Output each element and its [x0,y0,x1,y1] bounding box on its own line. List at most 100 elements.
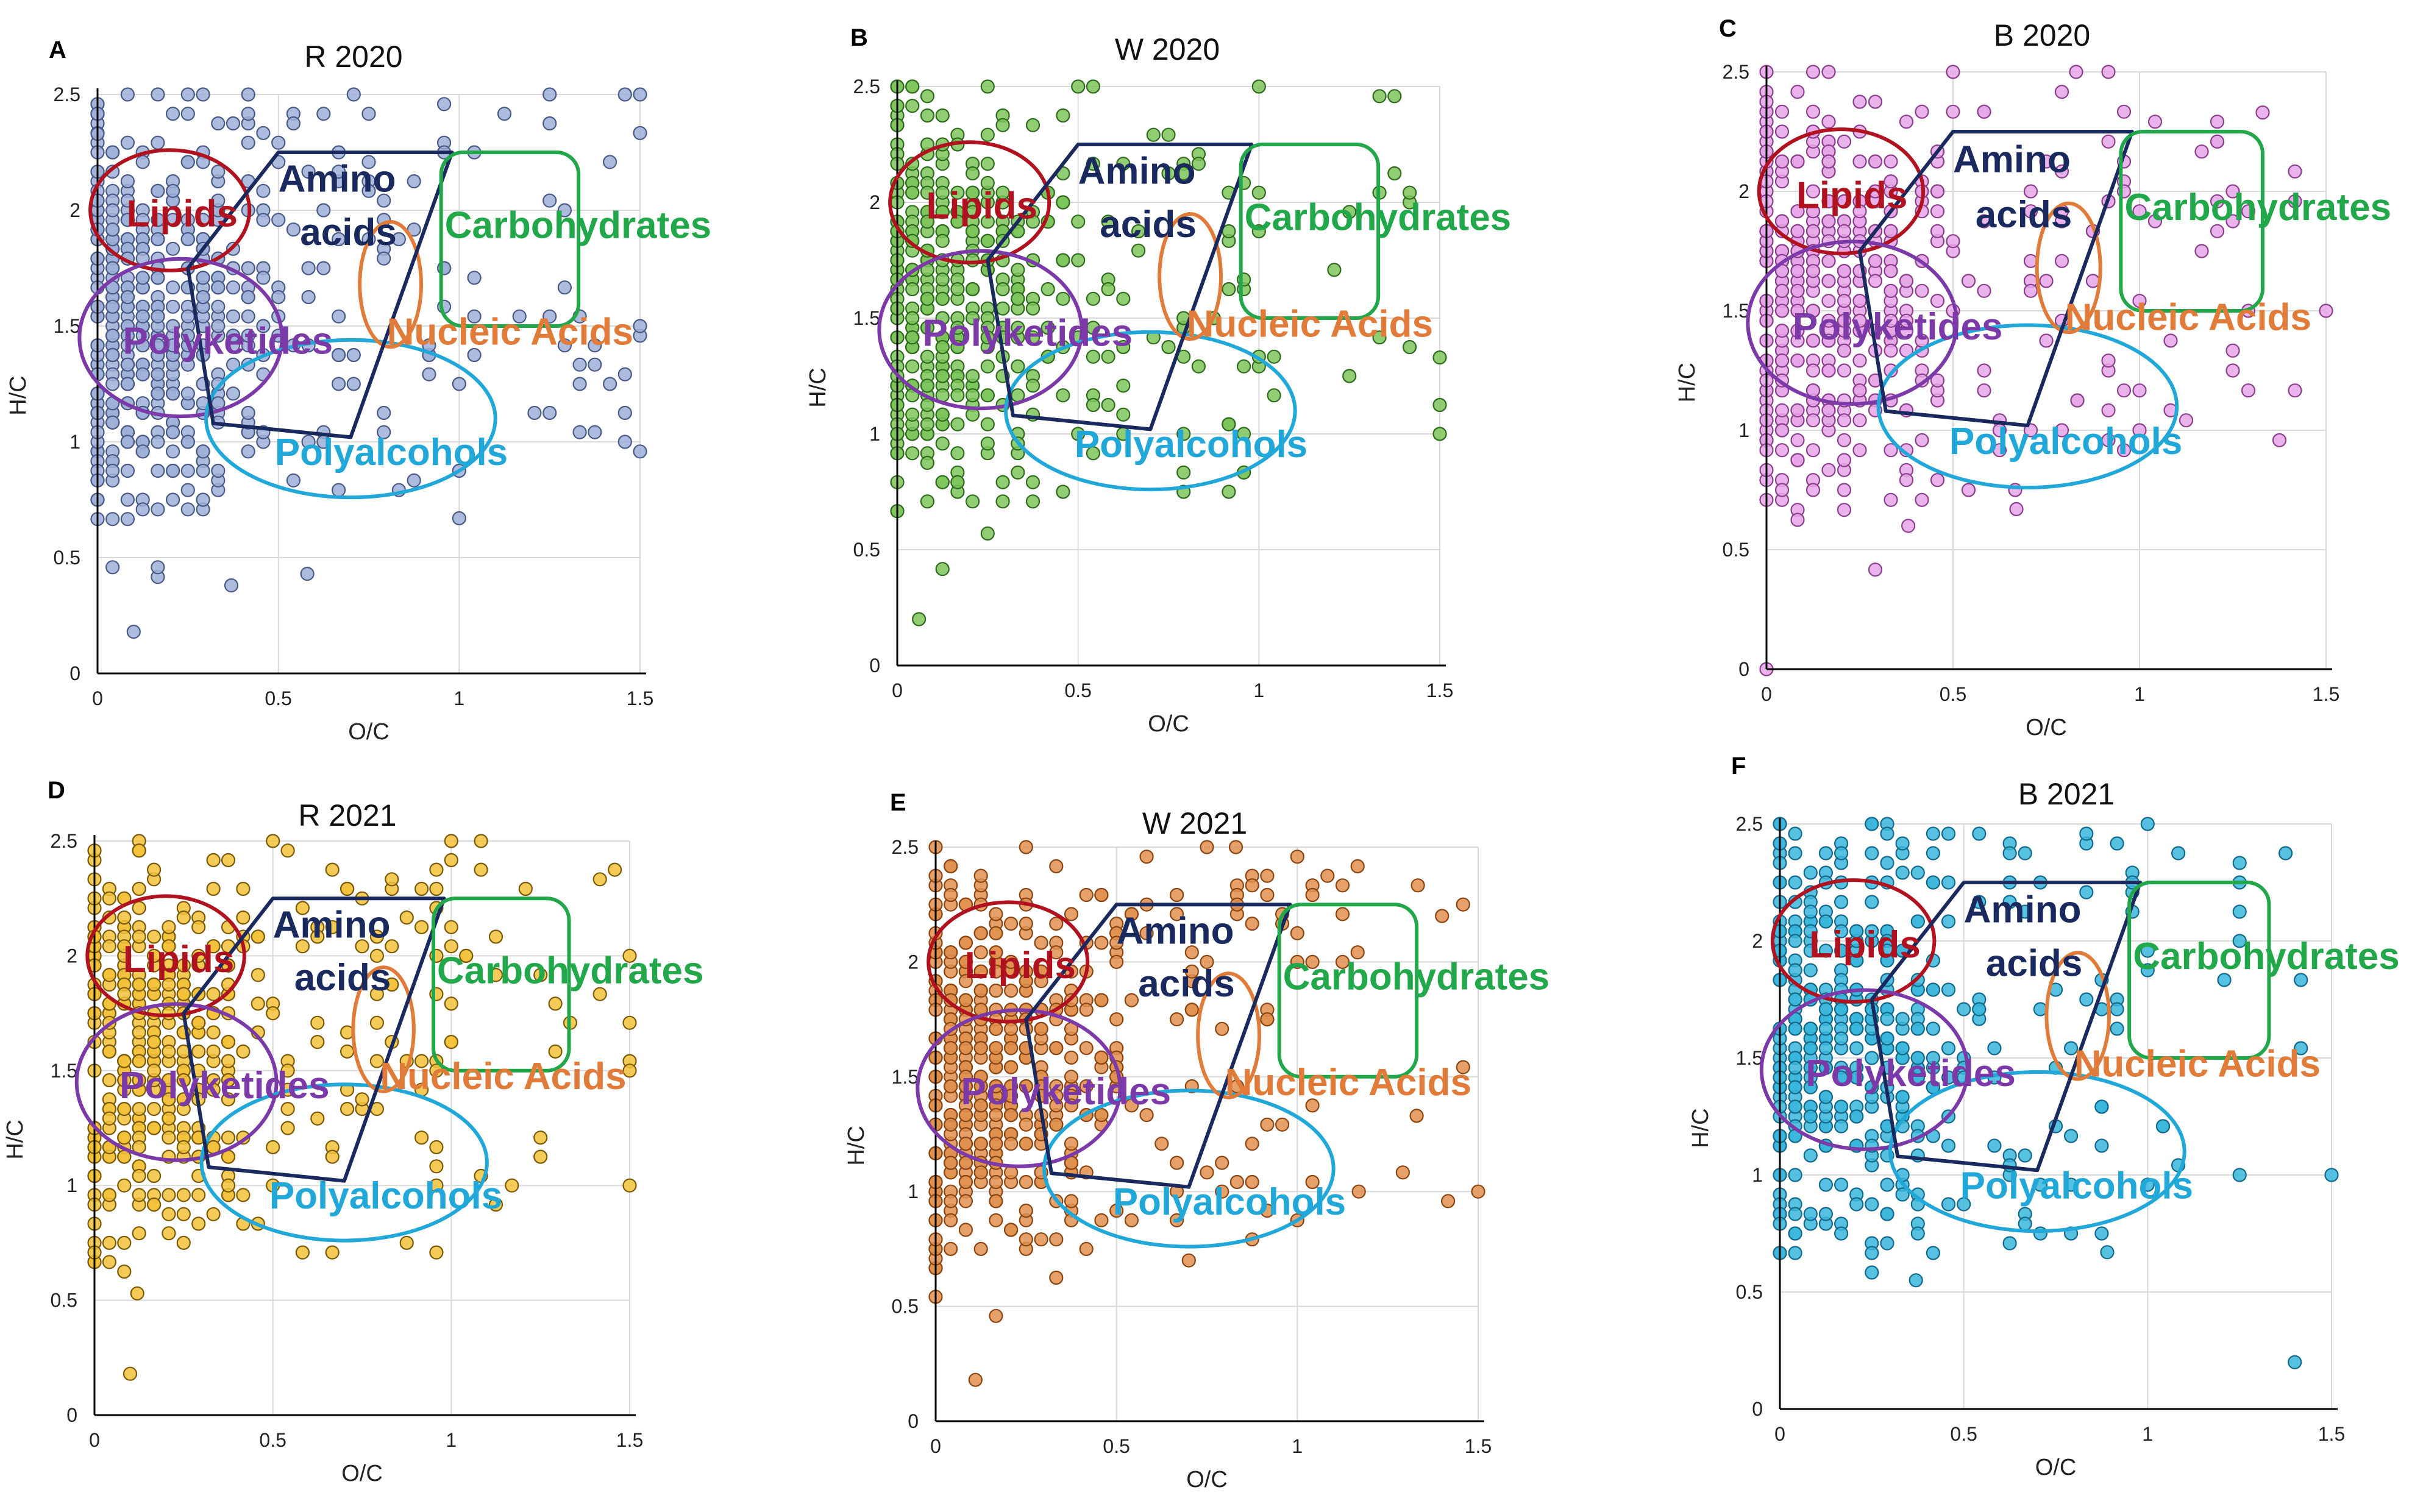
data-point [196,444,210,459]
data-point [436,97,452,112]
data-point [1977,363,1991,378]
data-point [1880,826,1894,841]
data-point [176,910,191,925]
data-point [633,444,647,459]
data-point [1977,283,1991,298]
data-point [422,367,436,382]
data-point [1245,1137,1259,1151]
data-point [224,578,239,593]
data-point [1930,473,1945,488]
data-point [2101,134,2116,149]
amino-label: acids [1138,963,1235,1005]
data-point [2288,164,2302,179]
data-point [377,193,391,208]
data-point [196,463,210,478]
data-point [989,926,1003,940]
data-point [2116,104,2132,119]
data-point [2101,353,2116,368]
data-point [1019,916,1033,931]
data-point [1852,383,1867,398]
data-point [1868,563,1883,577]
y-tick-label: 1.5 [853,307,880,329]
data-point [1387,89,1402,104]
y-tick-label: 2.5 [54,83,80,105]
data-point [1941,1197,1956,1212]
data-point [1790,403,1805,417]
data-point [2054,254,2069,268]
region-overlays: Lipids Amino acids Carbohydrates Nucleic Aci… [77,148,712,500]
data-point [206,853,221,868]
data-point [105,463,120,478]
carbohydrates-label: Carbohydrates [445,205,712,247]
data-point [2132,204,2147,219]
data-point [1818,1021,1833,1036]
data-point [452,377,466,391]
data-point [1865,895,1879,909]
data-point [180,155,195,169]
data-point [1818,1207,1833,1221]
data-point [1868,254,1883,268]
data-point [935,339,950,355]
data-point [166,241,180,256]
data-point [2241,383,2256,398]
data-point [180,435,195,449]
x-tick-label: 1 [1292,1435,1303,1457]
data-point [989,907,1003,921]
data-point [346,377,361,391]
data-point [1915,492,1929,507]
data-point [241,289,255,305]
data-point [1335,907,1350,921]
data-point [973,1041,988,1056]
data-point [1025,494,1041,509]
data-point [316,107,331,121]
data-point [2023,184,2038,199]
data-point [1019,1137,1033,1151]
data-point [1930,204,1945,219]
data-point [1884,154,1898,169]
data-point [989,1174,1003,1190]
data-point [331,165,346,179]
data-point [1169,887,1184,903]
data-point [1837,433,1852,447]
data-point [1275,1117,1290,1132]
data-point [310,1035,325,1049]
data-point [1101,397,1115,413]
data-point [117,987,132,1001]
data-point [944,1117,958,1132]
data-point [1025,301,1041,316]
data-point [120,377,135,391]
data-point [191,1044,206,1059]
data-point [2101,403,2116,417]
amino-label: Amino [1117,910,1234,952]
data-point [1852,353,1867,368]
data-point [935,369,950,383]
data-point [211,193,226,208]
data-point [1774,154,1790,169]
data-point [1409,1109,1424,1123]
nucleic-label: Nucleic Acids [387,311,633,353]
data-point [2009,502,2024,517]
data-point [1049,1270,1064,1285]
data-point [176,1207,191,1221]
data-point [557,338,572,353]
data-point [2324,1168,2339,1182]
lipids-label: Lipids [1809,924,1921,966]
data-point [105,560,120,575]
data-point [944,1213,958,1227]
data-point [1003,1223,1019,1237]
x-tick-label: 1.5 [616,1429,643,1451]
data-point [162,1044,176,1059]
data-point [301,165,316,179]
data-point [132,1168,146,1184]
data-point [1041,321,1055,335]
data-point [1849,1109,1864,1124]
data-point [1774,443,1790,458]
data-point [1403,339,1417,355]
data-point [1079,887,1094,903]
data-point [361,155,376,169]
polyketides-label: Polyketides [1793,306,2003,348]
data-point [1774,324,1790,338]
data-point [1915,104,1929,119]
data-point [176,987,191,1001]
data-point [102,1073,116,1088]
